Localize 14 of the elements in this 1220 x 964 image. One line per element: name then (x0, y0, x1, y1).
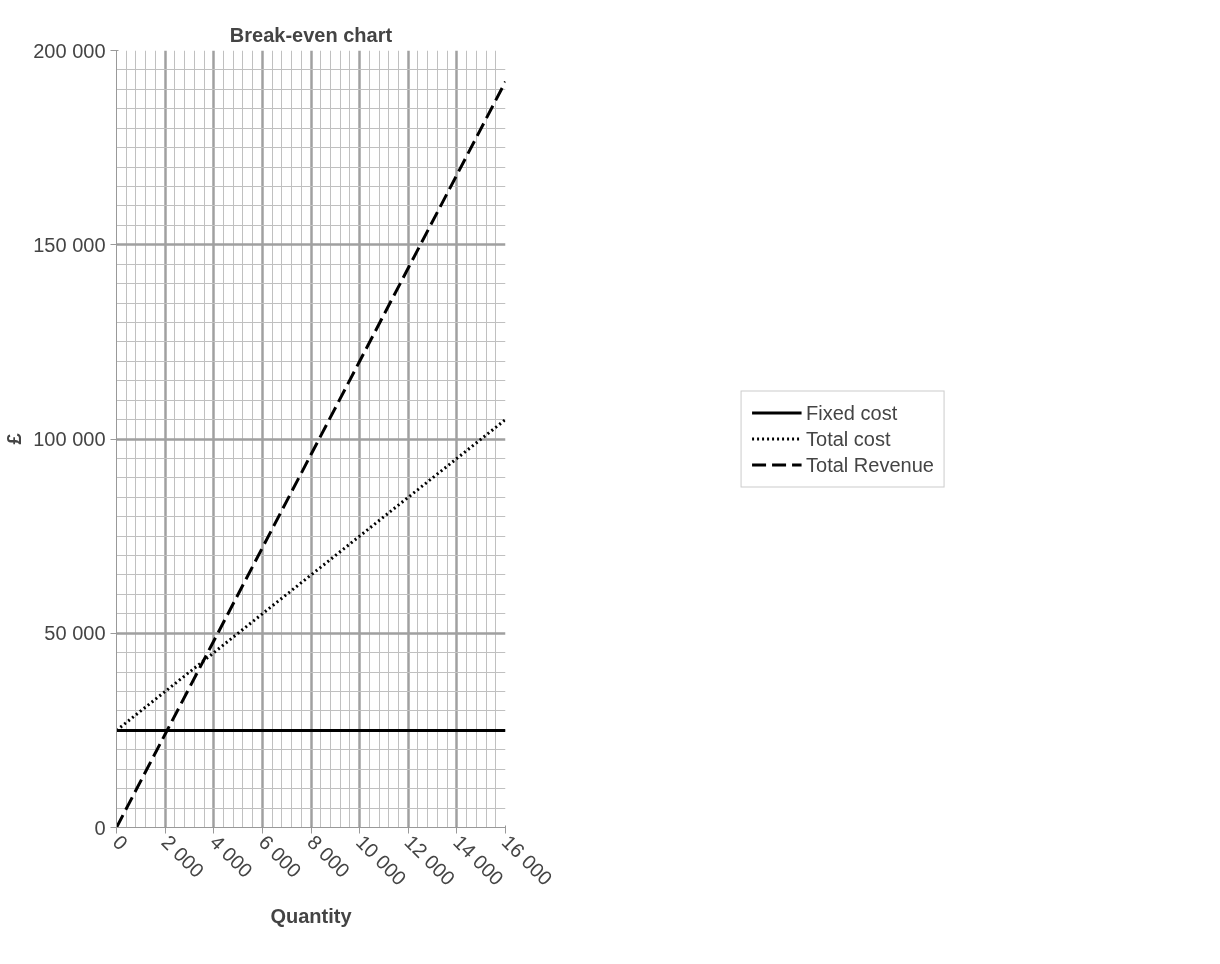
x-tick-label: 6 000 (254, 830, 306, 882)
y-tick-label: 50 000 (44, 622, 106, 645)
x-axis-title: Quantity (270, 905, 353, 928)
legend-label: Total Revenue (806, 453, 934, 476)
y-tick-label: 0 (94, 816, 106, 839)
y-tick-label: 100 000 (33, 428, 106, 450)
legend-label: Total cost (806, 427, 891, 450)
y-tick-label: 200 000 (33, 39, 106, 62)
y-axis-title: £ (3, 433, 26, 445)
chart-title: Break-even chart (229, 23, 393, 46)
y-tick-label: 150 000 (33, 233, 106, 256)
x-tick-label: 0 (108, 830, 133, 855)
x-tick-label: 8 000 (303, 830, 355, 882)
legend-label: Fixed cost (806, 401, 898, 424)
